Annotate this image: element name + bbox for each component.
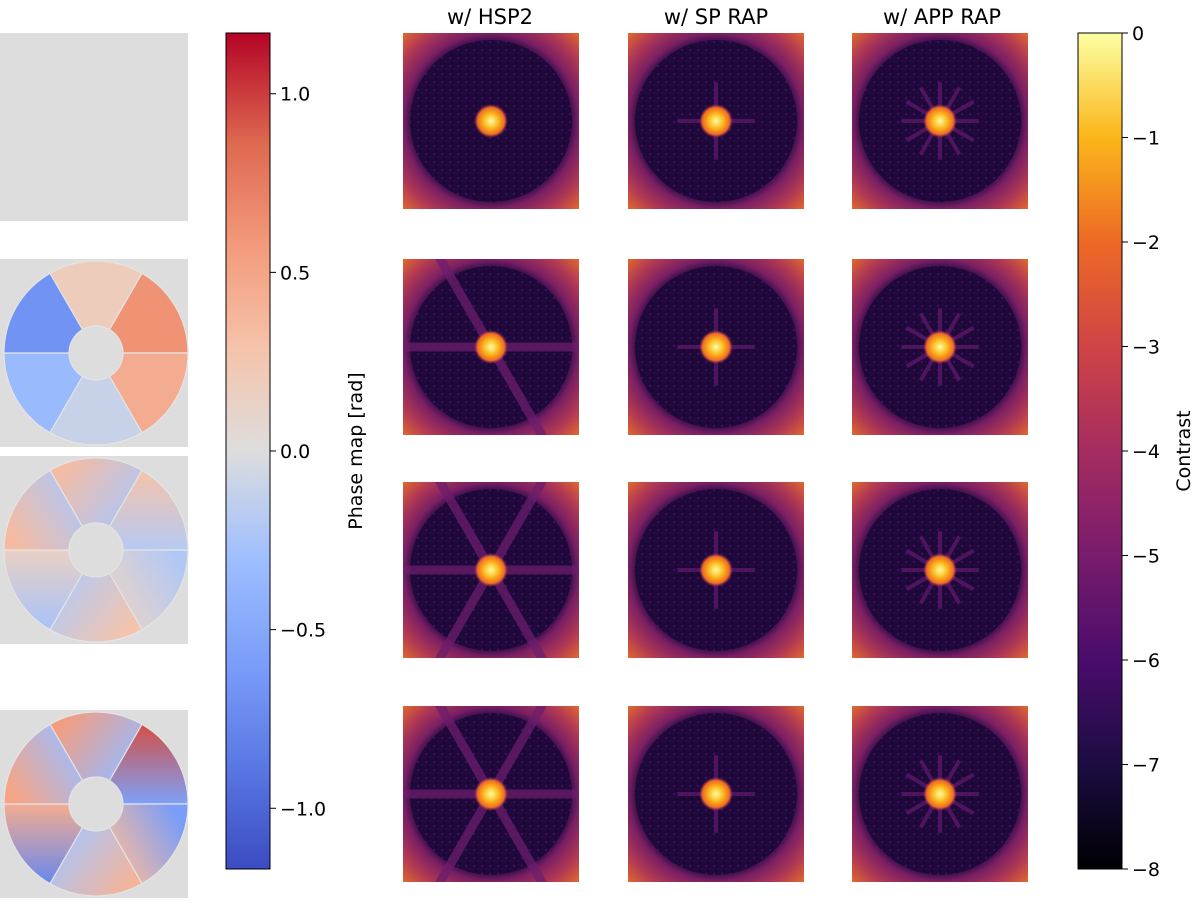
phase-map-segment xyxy=(3,723,84,805)
phase-colorbar-tick-label: 1.0 xyxy=(280,84,310,106)
psf-core xyxy=(699,104,733,138)
psf-panel xyxy=(403,33,579,209)
contrast-colorbar-label: Contrast xyxy=(1173,410,1195,491)
phase-map-column xyxy=(0,33,189,898)
psf-core xyxy=(923,330,957,364)
psf-core xyxy=(699,330,733,364)
phase-map-segment xyxy=(3,803,84,885)
psf-panel xyxy=(628,706,804,882)
phase-map-panel xyxy=(0,456,189,644)
contrast-colorbar-tick-label: −6 xyxy=(1132,650,1160,672)
column-title-app-rap: w/ APP RAP xyxy=(883,5,1001,29)
contrast-colorbar-tick-label: −1 xyxy=(1132,128,1160,150)
psf-image-grid xyxy=(403,33,1028,882)
contrast-colorbar-gradient xyxy=(1077,32,1123,870)
contrast-colorbar-tick-label: −5 xyxy=(1132,546,1160,568)
phase-colorbar-ticks: 1.0 0.5 0.0 −0.5 −1.0 xyxy=(270,84,326,820)
phase-colorbar-tick-label: 0.5 xyxy=(280,262,310,284)
phase-map-segment xyxy=(108,803,189,885)
psf-panel xyxy=(628,259,804,435)
psf-panel xyxy=(852,259,1028,435)
phase-map-panel xyxy=(0,710,189,898)
contrast-colorbar-tick-label: −4 xyxy=(1132,441,1160,463)
phase-map-segment xyxy=(108,272,189,354)
phase-colorbar-label: Phase map [rad] xyxy=(345,372,367,529)
psf-core xyxy=(699,777,733,811)
contrast-colorbar-tick-label: 0 xyxy=(1132,23,1144,45)
psf-panel xyxy=(852,33,1028,209)
phase-map-segment xyxy=(3,272,84,354)
phase-map-segment xyxy=(108,723,189,805)
psf-panel xyxy=(403,706,579,882)
contrast-colorbar-tick-label: −3 xyxy=(1132,337,1160,359)
phase-map-segment xyxy=(108,469,189,551)
phase-map-panel xyxy=(0,259,189,447)
phase-colorbar-tick-label: −0.5 xyxy=(280,620,326,642)
phase-map-segment xyxy=(108,549,189,631)
psf-core xyxy=(474,553,508,587)
column-title-sp-rap: w/ SP RAP xyxy=(664,5,768,29)
contrast-colorbar-tick-label: −8 xyxy=(1132,859,1160,881)
contrast-colorbar-tick-label: −7 xyxy=(1132,755,1160,777)
psf-panel xyxy=(852,482,1028,658)
psf-panel xyxy=(628,482,804,658)
psf-core xyxy=(474,777,508,811)
phase-colorbar-tick-label: −1.0 xyxy=(280,798,326,820)
phase-map-segment xyxy=(3,352,84,434)
column-title-hsp2: w/ HSP2 xyxy=(447,5,533,29)
psf-panel xyxy=(403,259,579,435)
psf-panel xyxy=(628,33,804,209)
contrast-colorbar-tick-label: −2 xyxy=(1132,232,1160,254)
psf-panel xyxy=(403,482,579,658)
phase-map-segment xyxy=(3,469,84,551)
phase-map-panel xyxy=(0,33,188,221)
psf-core xyxy=(923,777,957,811)
psf-core xyxy=(474,104,508,138)
phase-colorbar-gradient xyxy=(225,32,271,870)
psf-core xyxy=(699,553,733,587)
psf-panel xyxy=(852,706,1028,882)
psf-core xyxy=(923,553,957,587)
phase-colorbar: 1.0 0.5 0.0 −0.5 −1.0 Phase map [rad] xyxy=(225,32,367,870)
phase-map-segment xyxy=(108,352,189,434)
psf-core xyxy=(923,104,957,138)
contrast-colorbar: 0 −1 −2 −3 −4 −5 −6 −7 −8 Contrast xyxy=(1077,23,1195,881)
phase-map-background xyxy=(0,33,188,221)
contrast-colorbar-ticks: 0 −1 −2 −3 −4 −5 −6 −7 −8 xyxy=(1122,23,1160,881)
phase-colorbar-tick-label: 0.0 xyxy=(280,441,310,463)
psf-core xyxy=(474,330,508,364)
phase-map-segment xyxy=(3,549,84,631)
